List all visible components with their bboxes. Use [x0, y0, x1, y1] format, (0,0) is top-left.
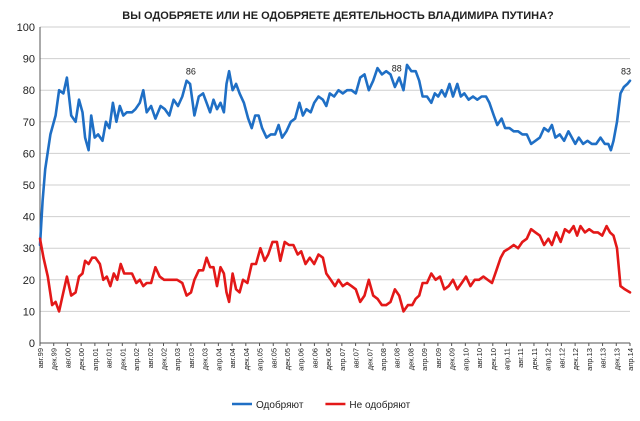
x-tick-label: дек.05: [283, 348, 292, 370]
annotations: 86 88 83: [186, 64, 631, 77]
x-tick-label: авг.06: [310, 348, 319, 368]
y-tick-label: 70: [23, 117, 35, 129]
x-tick-label: авг.09: [434, 348, 443, 368]
y-tick-label: 20: [23, 275, 35, 287]
x-tick-label: авг.08: [393, 348, 402, 368]
x-tick-label: апр.04: [214, 348, 223, 371]
x-tick-label: дек.03: [201, 348, 210, 370]
data-label: 83: [621, 67, 631, 77]
x-tick-label: апр.03: [173, 348, 182, 371]
series-line-disapprove: [38, 224, 632, 313]
x-tick-label: апр.07: [338, 348, 347, 371]
x-tick-label: авг.02: [146, 348, 155, 368]
x-tick-label: апр.02: [132, 348, 141, 371]
x-tick-label: авг.11: [516, 348, 525, 368]
series-line-approve: [38, 63, 632, 247]
x-axis: авг.99 дек.99 авг.00 дек.00 апр.01 авг.01 дек.…: [36, 342, 635, 371]
x-tick-label: авг.03: [187, 348, 196, 368]
x-tick-label: авг.10: [475, 348, 484, 368]
x-tick-label: дек.07: [365, 348, 374, 370]
x-tick-label: авг.12: [557, 348, 566, 368]
x-tick-label: дек.11: [530, 348, 539, 370]
x-tick-label: дек.99: [50, 348, 59, 370]
x-tick-label: апр.11: [503, 348, 512, 370]
y-axis: 0 10 20 30 40 50 60 70 80 90 100: [17, 22, 41, 350]
x-tick-label: авг.99: [36, 348, 45, 368]
x-tick-label: дек.13: [612, 348, 621, 370]
y-tick-label: 0: [29, 338, 35, 350]
y-tick-label: 30: [23, 243, 35, 255]
x-tick-label: апр.13: [585, 348, 594, 371]
x-tick-label: апр.05: [256, 348, 265, 371]
x-tick-label: авг.00: [63, 348, 72, 368]
x-tick-label: авг.13: [599, 348, 608, 368]
x-tick-label: апр.14: [626, 348, 635, 371]
x-tick-label: апр.10: [461, 348, 470, 371]
x-tick-label: дек.09: [448, 348, 457, 370]
x-tick-label: авг.07: [352, 348, 361, 368]
x-tick-label: дек.04: [242, 348, 251, 370]
x-tick-label: дек.00: [77, 348, 86, 370]
x-tick-label: апр.01: [91, 348, 100, 371]
y-tick-label: 50: [23, 180, 35, 192]
data-label: 86: [186, 67, 196, 77]
x-tick-label: апр.12: [544, 348, 553, 371]
legend: Одобряют Не одобряют: [232, 399, 411, 411]
x-tick-label: дек.02: [159, 348, 168, 370]
x-tick-label: дек.10: [489, 348, 498, 370]
x-tick-label: авг.04: [228, 348, 237, 368]
legend-label-disapprove: Не одобряют: [349, 399, 410, 411]
chart-title: ВЫ ОДОБРЯЕТЕ ИЛИ НЕ ОДОБРЯЕТЕ ДЕЯТЕЛЬНОС…: [122, 10, 554, 22]
x-tick-label: апр.09: [420, 348, 429, 371]
y-tick-label: 100: [17, 22, 35, 34]
series-lines: [38, 63, 632, 313]
x-tick-label: дек.08: [406, 348, 415, 370]
y-tick-label: 60: [23, 148, 35, 160]
data-label: 88: [392, 64, 402, 74]
y-tick-label: 10: [23, 306, 35, 318]
y-tick-label: 40: [23, 212, 35, 224]
x-tick-label: дек.12: [571, 348, 580, 370]
x-tick-label: авг.01: [105, 348, 114, 368]
x-tick-label: дек.06: [324, 348, 333, 370]
legend-label-approve: Одобряют: [256, 399, 304, 411]
y-tick-label: 80: [23, 85, 35, 97]
x-tick-label: дек.01: [118, 348, 127, 370]
x-tick-label: авг.05: [269, 348, 278, 368]
x-tick-label: апр.08: [379, 348, 388, 371]
y-tick-label: 90: [23, 54, 35, 66]
x-tick-label: апр.06: [297, 348, 306, 371]
